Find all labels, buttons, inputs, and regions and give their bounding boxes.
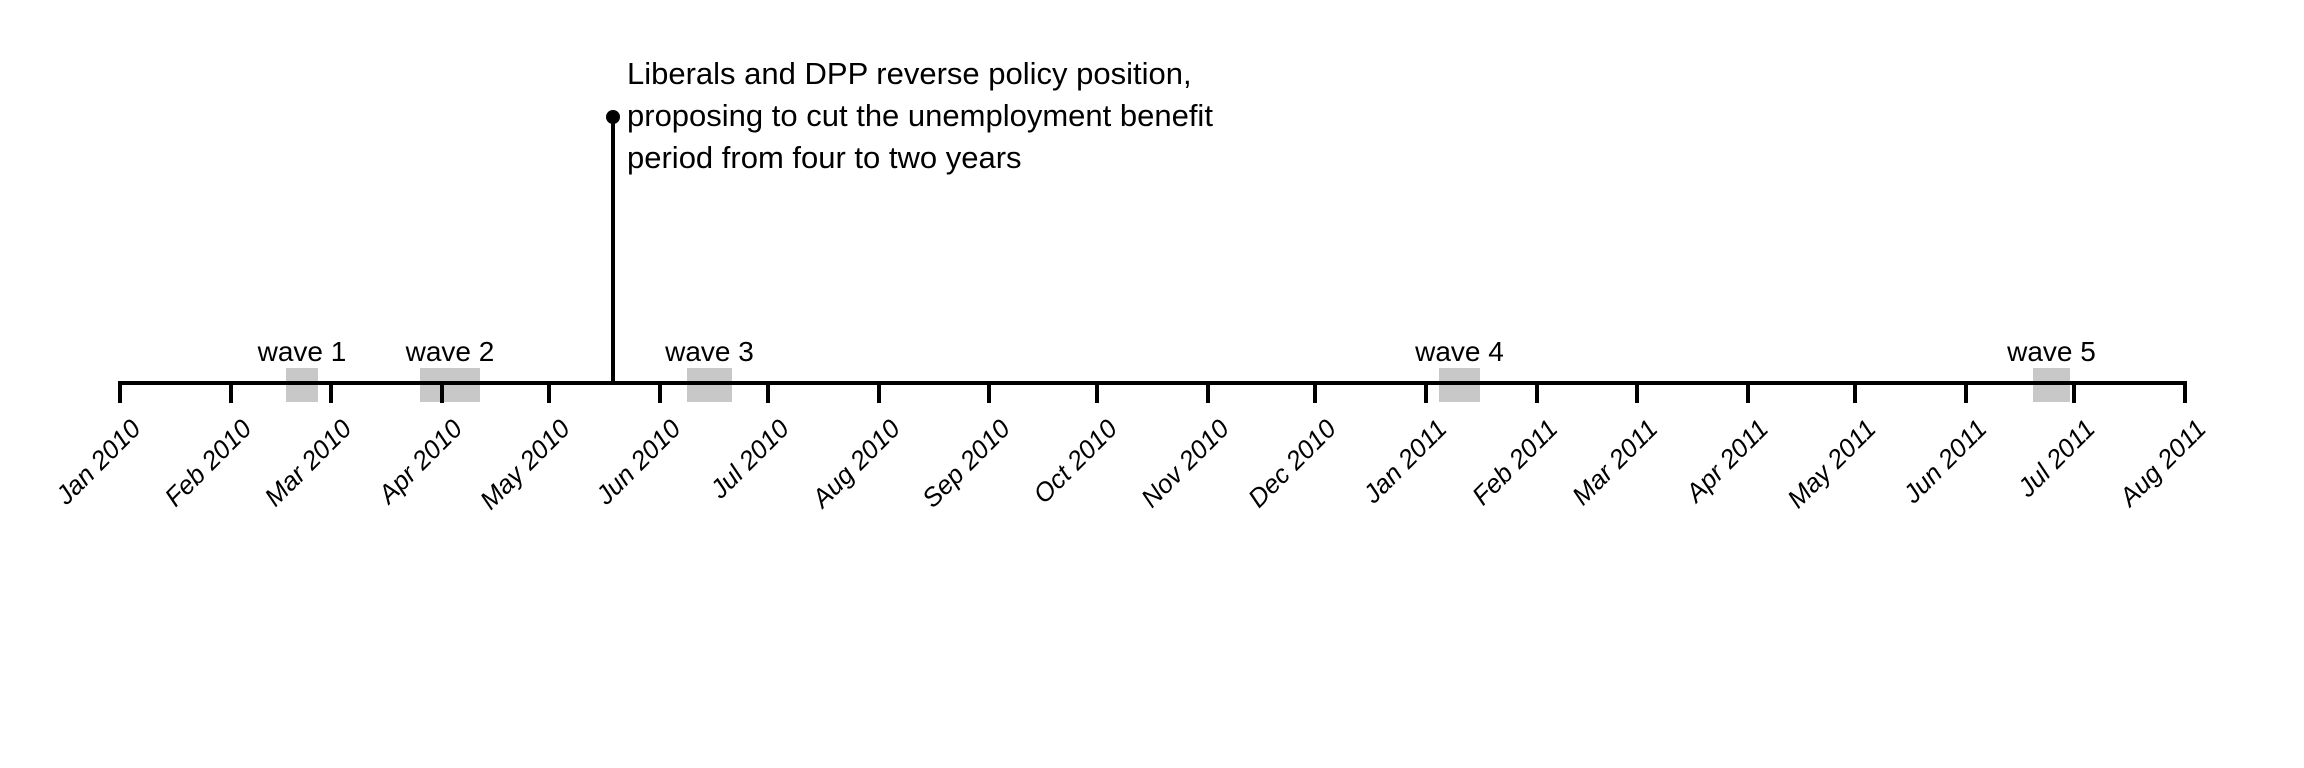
month-tick-may-2010 [547, 383, 551, 403]
event-annotation-line-1: Liberals and DPP reverse policy position… [627, 56, 1192, 91]
month-tick-dec-2010 [1313, 383, 1317, 403]
month-label-jul-2011: Jul 2011 [2011, 413, 2101, 503]
month-tick-aug-2011 [2183, 383, 2187, 403]
month-label-mar-2010: Mar 2010 [258, 413, 358, 513]
month-label-may-2010: May 2010 [473, 413, 576, 516]
month-label-feb-2010: Feb 2010 [158, 413, 258, 513]
month-tick-mar-2010 [329, 383, 333, 403]
event-line [611, 116, 615, 382]
month-label-jun-2010: Jun 2010 [589, 413, 687, 511]
wave-2-label: wave 2 [405, 336, 495, 367]
month-tick-jan-2010 [118, 383, 122, 403]
wave-5-label: wave 5 [2007, 336, 2096, 367]
month-label-mar-2011: Mar 2011 [1565, 413, 1664, 511]
month-label-sep-2010: Sep 2010 [915, 413, 1016, 514]
month-label-jun-2011: Jun 2011 [1897, 413, 1993, 509]
month-tick-feb-2010 [229, 383, 233, 403]
month-label-apr-2010: Apr 2010 [372, 413, 469, 510]
month-tick-jul-2010 [766, 383, 770, 403]
wave-1-rect [286, 368, 318, 402]
month-tick-aug-2010 [877, 383, 881, 403]
month-label-jan-2010: Jan 2010 [49, 413, 147, 511]
wave-5-rect [2033, 368, 2070, 402]
month-tick-feb-2011 [1535, 383, 1539, 403]
month-tick-oct-2010 [1095, 383, 1099, 403]
month-label-may-2011: May 2011 [1780, 413, 1882, 514]
month-label-dec-2010: Dec 2010 [1241, 413, 1342, 514]
month-tick-apr-2011 [1746, 383, 1750, 403]
month-tick-jan-2011 [1424, 383, 1428, 403]
month-label-oct-2010: Oct 2010 [1027, 413, 1124, 510]
month-tick-jul-2011 [2072, 383, 2076, 403]
month-tick-sep-2010 [987, 383, 991, 403]
event-annotation-line-3: period from four to two years [627, 140, 1022, 175]
month-tick-jun-2011 [1964, 383, 1968, 403]
month-label-nov-2010: Nov 2010 [1134, 413, 1235, 514]
month-label-aug-2010: Aug 2010 [805, 413, 906, 514]
wave-4-rect [1439, 368, 1480, 402]
month-tick-may-2011 [1853, 383, 1857, 403]
month-label-feb-2011: Feb 2011 [1465, 413, 1564, 511]
month-label-jan-2011: Jan 2011 [1357, 413, 1453, 509]
wave-3-rect [687, 368, 732, 402]
event-annotation: Liberals and DPP reverse policy position… [627, 53, 1213, 179]
wave-3-label: wave 3 [665, 336, 754, 367]
event-marker-dot [606, 110, 620, 124]
month-tick-mar-2011 [1635, 383, 1639, 403]
month-label-aug-2011: Aug 2011 [2112, 413, 2212, 512]
wave-2-rect [420, 368, 480, 402]
wave-1-label: wave 1 [257, 336, 347, 367]
event-annotation-line-2: proposing to cut the unemployment benefi… [627, 98, 1213, 133]
month-tick-jun-2010 [658, 383, 662, 403]
month-label-jul-2010: Jul 2010 [703, 413, 795, 505]
month-tick-nov-2010 [1206, 383, 1210, 403]
month-label-apr-2011: Apr 2011 [1680, 413, 1775, 508]
month-tick-apr-2010 [440, 383, 444, 403]
timeline-axis [118, 381, 2187, 385]
wave-4-label: wave 4 [1415, 336, 1504, 367]
